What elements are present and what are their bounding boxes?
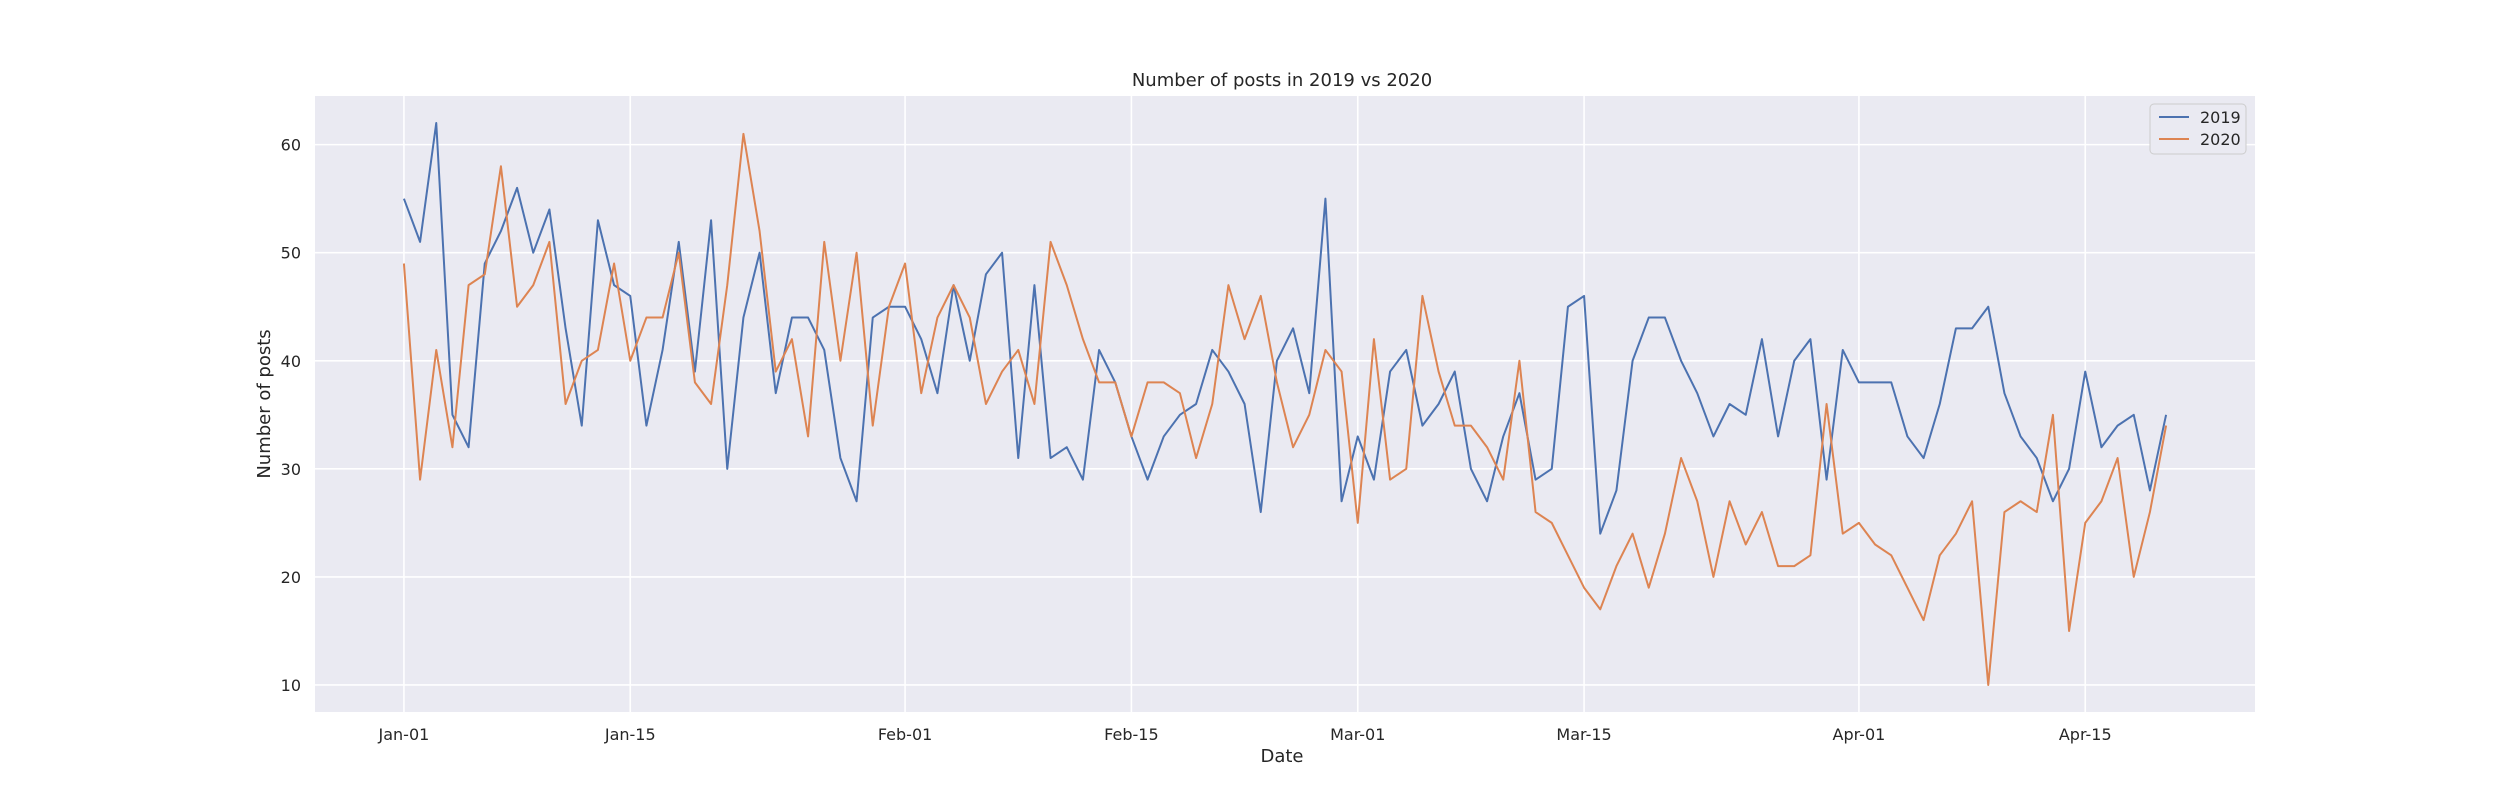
x-tick-label: Apr-15 [2059, 725, 2112, 744]
y-tick-label: 50 [281, 244, 301, 263]
series-line-2020 [402, 132, 2168, 686]
y-tick-label: 10 [281, 676, 301, 695]
gridlines [315, 96, 2255, 712]
x-tick-label: Mar-01 [1330, 725, 1385, 744]
y-tick-label: 30 [281, 460, 301, 479]
x-tick-label: Mar-15 [1556, 725, 1611, 744]
y-tick-label: 20 [281, 568, 301, 587]
series-line-2019 [402, 122, 2168, 535]
y-axis-title: Number of posts [254, 329, 275, 478]
y-tick-labels: 10 20 30 40 50 60 [281, 136, 301, 695]
plot-area [315, 96, 2255, 712]
legend: 2019 2020 [2149, 103, 2247, 155]
x-tick-label: Feb-15 [1104, 725, 1158, 744]
x-tick-labels: Jan-01 Jan-15 Feb-01 Feb-15 Mar-01 Mar-15 Apr-… [378, 725, 2112, 744]
legend-label-2019: 2019 [2200, 108, 2241, 127]
chart-title: Number of posts in 2019 vs 2020 [1132, 70, 1432, 91]
x-tick-label: Feb-01 [878, 725, 932, 744]
x-tick-label: Jan-01 [378, 725, 430, 744]
legend-label-2020: 2020 [2200, 130, 2241, 149]
y-tick-label: 60 [281, 136, 301, 155]
x-axis-title: Date [1260, 746, 1303, 767]
x-tick-label: Apr-01 [1833, 725, 1886, 744]
x-tick-label: Jan-15 [604, 725, 656, 744]
y-tick-label: 40 [281, 352, 301, 371]
series-lines [402, 122, 2168, 686]
